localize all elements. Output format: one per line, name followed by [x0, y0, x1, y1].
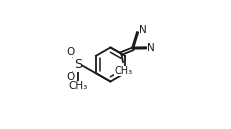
Text: CH₃: CH₃: [68, 81, 87, 91]
Text: N: N: [147, 43, 155, 53]
Text: CH₃: CH₃: [114, 66, 132, 76]
Text: N: N: [139, 25, 146, 35]
Text: O: O: [66, 72, 74, 82]
Text: O: O: [66, 47, 74, 57]
Text: S: S: [74, 58, 82, 71]
